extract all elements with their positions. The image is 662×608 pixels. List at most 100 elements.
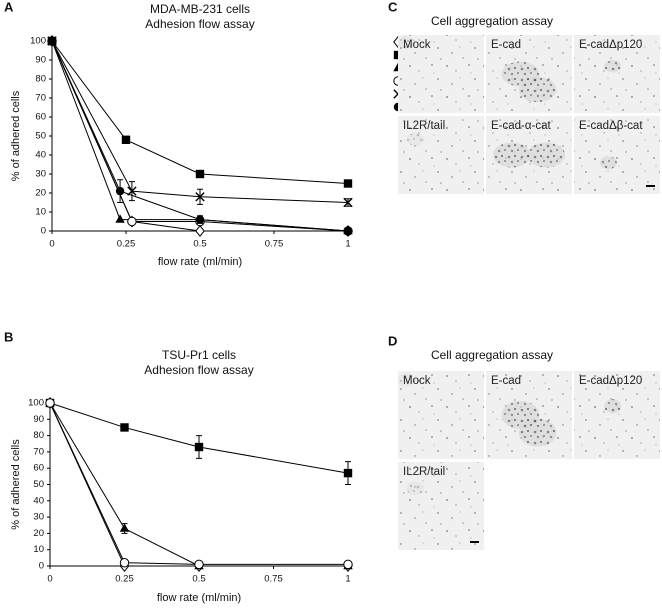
micrograph xyxy=(398,116,484,194)
x-tick-label: 1 xyxy=(345,574,350,585)
micrograph xyxy=(574,35,660,113)
x-axis-label: flow rate (ml/min) xyxy=(157,592,241,604)
micrograph-label: Mock xyxy=(403,375,431,387)
chart-subtitle: Adhesion flow assay xyxy=(144,363,253,377)
marker xyxy=(120,423,129,432)
y-tick-label: 30 xyxy=(35,169,46,180)
panel-title: Cell aggregation assay xyxy=(431,14,553,28)
y-tick-label: 40 xyxy=(33,495,44,506)
panel-letter: B xyxy=(4,329,13,344)
micrograph-label: E-cadΔβ-cat xyxy=(579,120,643,132)
x-tick-label: 0.75 xyxy=(265,239,284,250)
panel-letter: D xyxy=(388,333,397,348)
marker xyxy=(195,192,205,202)
x-tick-label: 0.5 xyxy=(192,574,205,585)
micrograph-label: Mock xyxy=(403,39,431,51)
cell-cluster xyxy=(604,59,622,73)
micrograph xyxy=(398,462,484,550)
marker xyxy=(194,442,204,452)
x-tick-label: 0.5 xyxy=(193,239,206,250)
cell-cluster xyxy=(406,133,424,146)
y-tick-label: 80 xyxy=(35,74,46,85)
marker xyxy=(343,197,353,208)
panel-title: Cell aggregation assay xyxy=(431,348,553,362)
y-tick-label: 70 xyxy=(35,93,46,104)
y-tick-label: 60 xyxy=(33,463,44,474)
chart-subtitle: Adhesion flow assay xyxy=(145,17,254,31)
x-tick-label: 0.25 xyxy=(117,239,136,250)
series-line xyxy=(49,402,348,565)
y-tick-label: 20 xyxy=(35,188,46,199)
marker xyxy=(115,186,125,196)
series-line xyxy=(49,402,349,474)
cell-cluster xyxy=(406,481,424,496)
cell-cluster xyxy=(398,372,416,387)
micrograph-label: E-cad-α-cat xyxy=(491,120,551,132)
micrograph xyxy=(574,116,660,194)
x-tick-label: 0 xyxy=(47,574,52,585)
marker xyxy=(119,523,130,532)
micrograph-label: IL2R/tail xyxy=(403,120,445,132)
y-tick-label: 100 xyxy=(30,36,46,47)
marker xyxy=(47,36,57,46)
marker xyxy=(195,225,205,237)
series-line xyxy=(49,402,348,567)
micrograph xyxy=(398,35,484,113)
micrograph-label: E-cad xyxy=(491,39,521,51)
marker xyxy=(45,398,55,408)
series-line xyxy=(51,40,349,203)
y-tick-label: 10 xyxy=(33,544,44,555)
marker xyxy=(127,186,137,196)
y-tick-label: 50 xyxy=(35,131,46,142)
x-tick-label: 0.25 xyxy=(115,574,134,585)
y-tick-label: 90 xyxy=(33,414,44,425)
cell-cluster xyxy=(501,61,540,87)
y-tick-label: 0 xyxy=(41,226,46,237)
marker xyxy=(195,215,205,224)
y-tick-label: 50 xyxy=(33,479,44,490)
marker xyxy=(195,169,205,179)
y-tick-label: 100 xyxy=(28,398,44,409)
cell-cluster xyxy=(527,142,566,168)
micrograph-label: E-cadΔp120 xyxy=(579,375,642,387)
x-tick-label: 0.75 xyxy=(264,574,283,585)
marker xyxy=(343,559,353,570)
series-line xyxy=(51,40,349,232)
x-tick-label: 0 xyxy=(49,239,54,250)
y-axis-label: % of adhered cells xyxy=(10,90,22,181)
y-tick-label: 70 xyxy=(33,446,44,457)
micrograph-label: E-cad xyxy=(491,375,521,387)
micrograph xyxy=(398,371,484,459)
y-tick-label: 90 xyxy=(35,55,46,66)
marker xyxy=(194,559,204,570)
chart-title: MDA-MB-231 cells xyxy=(150,2,250,16)
cell-cluster xyxy=(599,156,618,170)
marker xyxy=(115,214,125,223)
micrograph xyxy=(574,371,660,459)
series-line xyxy=(49,402,348,567)
series-line xyxy=(51,40,349,232)
y-tick-label: 30 xyxy=(33,512,44,523)
marker xyxy=(343,468,353,478)
micrograph-label: E-cadΔp120 xyxy=(579,39,642,51)
cell-cluster xyxy=(492,142,531,168)
y-tick-label: 60 xyxy=(35,112,46,123)
cell-cluster xyxy=(604,399,622,414)
micrograph-label: IL2R/tail xyxy=(403,466,445,478)
y-tick-label: 40 xyxy=(35,150,46,161)
series-line xyxy=(51,40,349,184)
x-tick-label: 1 xyxy=(345,239,350,250)
y-tick-label: 0 xyxy=(39,561,44,572)
panel-letter: C xyxy=(388,0,398,14)
marker xyxy=(343,226,353,236)
panel-letter: A xyxy=(4,0,14,14)
marker xyxy=(121,135,131,144)
cell-cluster xyxy=(501,400,540,430)
y-tick-label: 80 xyxy=(33,430,44,441)
y-tick-label: 20 xyxy=(33,528,44,539)
y-tick-label: 10 xyxy=(35,207,46,218)
chart-title: TSU-Pr1 cells xyxy=(162,348,236,362)
y-axis-label: % of adhered cells xyxy=(10,439,22,530)
